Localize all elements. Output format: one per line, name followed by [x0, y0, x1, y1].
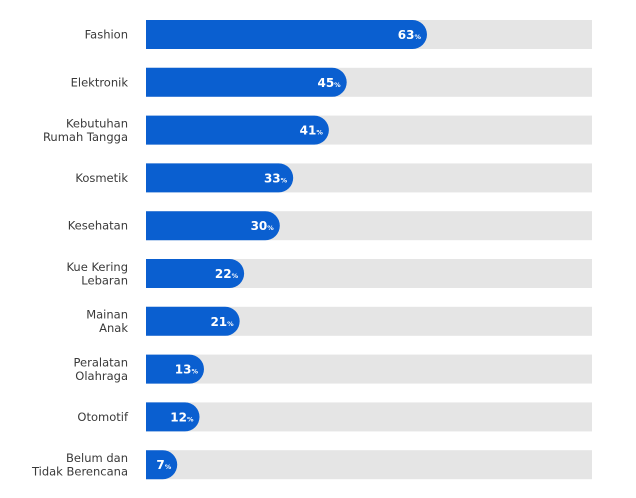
- bar: [146, 306, 240, 336]
- value-number: 22: [215, 267, 232, 281]
- value-unit: %: [316, 129, 323, 137]
- bar: [146, 402, 200, 432]
- value-label: 7%: [156, 458, 171, 472]
- bar-row: Mainan Anak 21%: [86, 306, 592, 336]
- value-label: 21%: [210, 315, 234, 329]
- category-label-line: Fashion: [85, 28, 128, 42]
- bar-row: Kesehatan 30%: [68, 211, 592, 241]
- value-label: 30%: [251, 219, 275, 233]
- value-label: 12%: [170, 410, 194, 424]
- category-label-line: Anak: [99, 321, 128, 335]
- value-label: 22%: [215, 267, 239, 281]
- bar-track: [146, 450, 592, 480]
- bar: [146, 354, 204, 384]
- value-label: 13%: [175, 363, 199, 377]
- value-label: 45%: [317, 76, 341, 90]
- value-number: 63: [398, 28, 415, 42]
- category-label: Mainan Anak: [86, 308, 128, 336]
- category-label-line: Olahraga: [75, 369, 128, 383]
- category-label: Fashion: [85, 28, 128, 42]
- category-label-line: Peralatan: [74, 355, 128, 369]
- category-label-line: Kue Kering: [66, 260, 128, 274]
- value-unit: %: [267, 224, 274, 232]
- category-label-line: Belum dan: [66, 451, 128, 465]
- bar: [146, 115, 329, 145]
- value-number: 30: [251, 219, 268, 233]
- bar-row: Kue Kering Lebaran 22%: [66, 259, 592, 288]
- value-unit: %: [281, 176, 288, 184]
- category-label: Kebutuhan Rumah Tangga: [43, 116, 128, 144]
- bar: [146, 259, 245, 288]
- bar: [146, 450, 178, 480]
- value-number: 21: [210, 315, 227, 329]
- category-label: Kesehatan: [68, 219, 128, 233]
- category-label-line: Kosmetik: [75, 171, 128, 185]
- value-unit: %: [334, 81, 341, 89]
- category-label: Otomotif: [77, 410, 129, 424]
- value-unit: %: [165, 463, 172, 471]
- category-label: Peralatan Olahraga: [74, 355, 128, 383]
- value-number: 33: [264, 171, 281, 185]
- bar-row: Elektronik 45%: [71, 67, 592, 97]
- category-label-line: Lebaran: [81, 273, 128, 287]
- bar: [146, 211, 280, 241]
- bar-track: [146, 354, 592, 384]
- category-label: Kosmetik: [75, 171, 128, 185]
- bar-track: [146, 402, 592, 432]
- value-label: 33%: [264, 171, 288, 185]
- category-label-line: Tidak Berencana: [31, 464, 128, 478]
- value-label: 63%: [398, 28, 422, 42]
- bar-row: Otomotif 12%: [77, 402, 592, 432]
- category-label-line: Otomotif: [77, 410, 129, 424]
- value-number: 12: [170, 410, 187, 424]
- value-number: 45: [317, 76, 334, 90]
- value-number: 13: [175, 363, 192, 377]
- value-number: 7: [156, 458, 164, 472]
- value-unit: %: [414, 33, 421, 41]
- value-label: 41%: [300, 124, 324, 138]
- category-label: Belum dan Tidak Berencana: [31, 451, 128, 479]
- value-unit: %: [227, 320, 234, 328]
- bar-row: Kebutuhan Rumah Tangga 41%: [43, 115, 592, 145]
- category-label-line: Mainan: [86, 308, 128, 322]
- bar: [146, 67, 347, 97]
- category-label: Elektronik: [71, 75, 129, 89]
- value-unit: %: [191, 368, 198, 376]
- category-label-line: Kebutuhan: [66, 116, 128, 130]
- value-unit: %: [232, 272, 239, 280]
- value-number: 41: [300, 124, 317, 138]
- value-unit: %: [187, 415, 194, 423]
- bar-row: Belum dan Tidak Berencana 7%: [31, 450, 592, 480]
- category-label: Kue Kering Lebaran: [66, 260, 128, 288]
- category-label-line: Kesehatan: [68, 219, 128, 233]
- bar: [146, 20, 427, 49]
- bar-row: Kosmetik 33%: [75, 163, 592, 193]
- bar: [146, 163, 294, 193]
- category-label-line: Rumah Tangga: [43, 130, 128, 144]
- bar-row: Fashion 63%: [85, 20, 592, 49]
- bar-row: Peralatan Olahraga 13%: [74, 354, 592, 384]
- category-label-line: Elektronik: [71, 75, 129, 89]
